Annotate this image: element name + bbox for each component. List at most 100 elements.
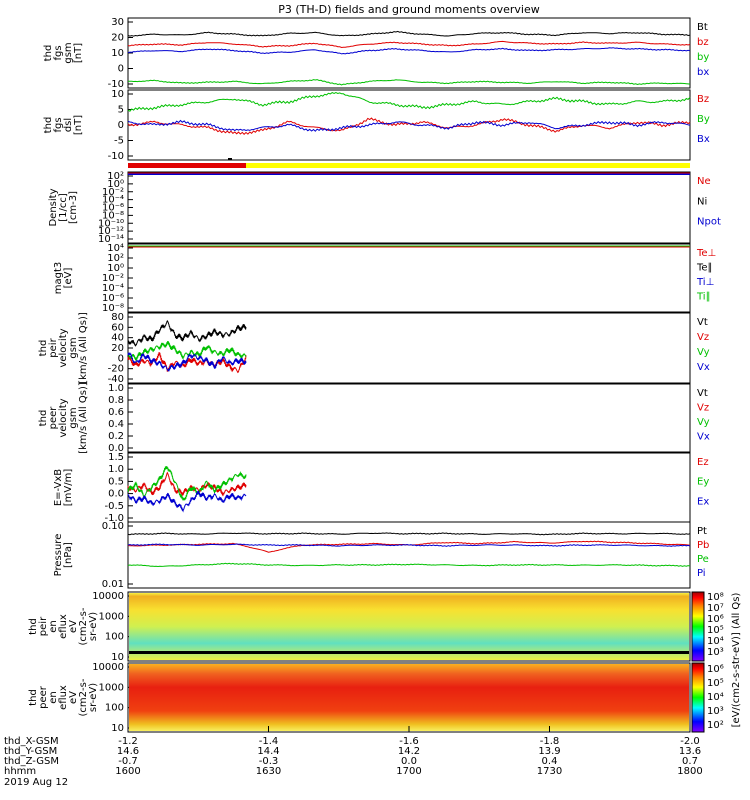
ytick-peer_eflux: 1000 (99, 682, 124, 693)
series-fgs_gsm-Bt (127, 30, 691, 37)
footer-value: 1700 (396, 766, 421, 777)
ytick-density: 10⁰ (107, 179, 124, 190)
ylabel-fgs_gsm: [nT] (73, 43, 84, 63)
ylabel-fgs_dsl: [nT] (73, 115, 84, 135)
ylabel-peir_eflux: eflux (58, 614, 69, 639)
colorbar-tick: 10⁴ (707, 692, 724, 703)
ytick-density: 10⁻⁴ (102, 195, 124, 206)
series-efield-Ez (127, 471, 247, 497)
footer-value: -1.8 (540, 736, 560, 747)
ylabel-peir_velocity: gsm (68, 337, 79, 358)
panel-frame-peir_velocity (127, 312, 691, 384)
ytick-density: 10⁻² (102, 187, 124, 198)
heatmap-peer_eflux (129, 664, 689, 731)
legend-peir_velocity-Vx: Vx (697, 362, 710, 373)
ytick-fgs_gsm: 30 (111, 17, 124, 28)
footer-value: 1630 (256, 766, 281, 777)
ylabel-peir_eflux: thd (28, 618, 39, 635)
ylabel-peer_velocity: peer (48, 406, 59, 430)
ytick-peer_velocity: 0.8 (108, 395, 124, 406)
footer-value: 1800 (677, 766, 702, 777)
footer-date: 2019 Aug 12 (4, 777, 68, 788)
footer-value: 14.4 (257, 746, 279, 757)
ylabel-peir_eflux: en (48, 620, 59, 633)
ylabel-fgs_gsm: gsm (63, 42, 74, 63)
legend-density-Ni: Ni (697, 196, 707, 207)
ytick-fgs_dsl: 5 (118, 105, 124, 116)
ylabel-pressure: Pressure (53, 534, 64, 577)
legend-density-Ne: Ne (697, 176, 711, 187)
ytick-efield: 1.0 (108, 464, 124, 475)
ytick-efield: 0.0 (108, 489, 124, 500)
ytick-peir_velocity: -20 (108, 364, 124, 375)
ylabel-density: Density (48, 188, 59, 226)
ytick-peer_eflux: 10 (111, 723, 124, 734)
series-fgs_gsm-by (127, 79, 691, 86)
footer-value: 1730 (537, 766, 562, 777)
series-efield-Ex (127, 490, 247, 513)
legend-temperature-Te∥: Te∥ (696, 263, 713, 274)
footer-value: 0.4 (542, 756, 558, 767)
ytick-pressure: 0.01 (102, 579, 124, 590)
chart-title: P3 (TH-D) fields and ground moments over… (278, 3, 540, 16)
panel-frame-fgs_gsm (127, 17, 691, 89)
legend-fgs_gsm-Bt: Bt (697, 22, 708, 33)
ytick-peir_eflux: 10000 (92, 591, 124, 602)
legend-efield-Ex: Ex (697, 496, 709, 507)
ytick-peer_velocity: 0.4 (108, 419, 124, 430)
ytick-fgs_gsm: 0 (118, 64, 124, 75)
ytick-peer_velocity: 0.0 (108, 443, 124, 454)
mode-bar-red (128, 163, 246, 168)
colorbar-tick: 10⁶ (707, 614, 724, 625)
ytick-temperature: 10⁻⁴ (102, 283, 124, 294)
series-pressure-Pi (127, 543, 691, 547)
ylabel-peir_velocity: velocity (58, 328, 69, 367)
heatmap-peir_eflux (129, 593, 689, 660)
ylabel-peer_eflux: eflux (58, 685, 69, 710)
ytick-peir_velocity: -40 (108, 374, 124, 385)
ylabel-peir_eflux: sr-eV) (88, 612, 99, 641)
ylabel-peer_eflux: peer (38, 685, 49, 709)
ytick-fgs_dsl: 10 (111, 89, 124, 100)
footer-value: 14.6 (117, 746, 139, 757)
legend-peir_velocity-Vy: Vy (697, 347, 710, 358)
series-fgs_gsm-bx (127, 47, 691, 55)
ytick-peir_velocity: 0 (118, 353, 124, 364)
footer-value: 13.6 (679, 746, 701, 757)
ytick-fgs_gsm: -10 (108, 79, 124, 90)
ytick-fgs_dsl: -5 (114, 136, 124, 147)
colorbar-tick: 10² (707, 720, 724, 731)
legend-peer_velocity-Vy: Vy (697, 417, 710, 428)
ylabel-peer_eflux: (cm2-s- (78, 678, 89, 716)
ylabel-peir_velocity: thd (38, 340, 49, 357)
series-pressure-Pt (127, 532, 691, 536)
panel-frame-peir_eflux (127, 591, 691, 662)
ylabel-fgs_dsl: dsl (63, 118, 74, 132)
ylabel-peir_velocity: peir (48, 337, 59, 357)
legend-peer_velocity-Vt: Vt (697, 388, 708, 399)
panel-frame-density (127, 171, 691, 244)
ylabel-pressure: [nPa] (63, 542, 74, 568)
panel-frame-pressure (127, 521, 691, 589)
ytick-efield: -1.0 (104, 513, 124, 524)
series-pressure-Pb (127, 540, 691, 553)
mode-marker (228, 158, 232, 160)
legend-pressure-Pe: Pe (697, 554, 709, 565)
heatmap-lowband-peir_eflux (129, 651, 689, 654)
ylabel-efield: E=-VxB (53, 469, 64, 506)
ytick-temperature: 10⁻⁸ (102, 303, 124, 314)
ytick-temperature: 10⁻² (102, 273, 124, 284)
ytick-peir_velocity: 60 (111, 322, 124, 333)
ylabel-peer_velocity: thd (38, 410, 49, 427)
legend-fgs_dsl-Bz: Bz (697, 94, 709, 105)
colorbar-tick: 10⁸ (707, 592, 724, 603)
panel-frame-peer_velocity (127, 383, 691, 453)
ytick-pressure: 0.10 (102, 521, 124, 532)
series-fgs_gsm-bz (127, 40, 691, 49)
footer-value: -1.6 (399, 736, 419, 747)
footer-value: -1.2 (118, 736, 138, 747)
ylabel-density: [cm-3] (68, 191, 79, 224)
ylabel-peer_velocity: gsm (68, 407, 79, 428)
